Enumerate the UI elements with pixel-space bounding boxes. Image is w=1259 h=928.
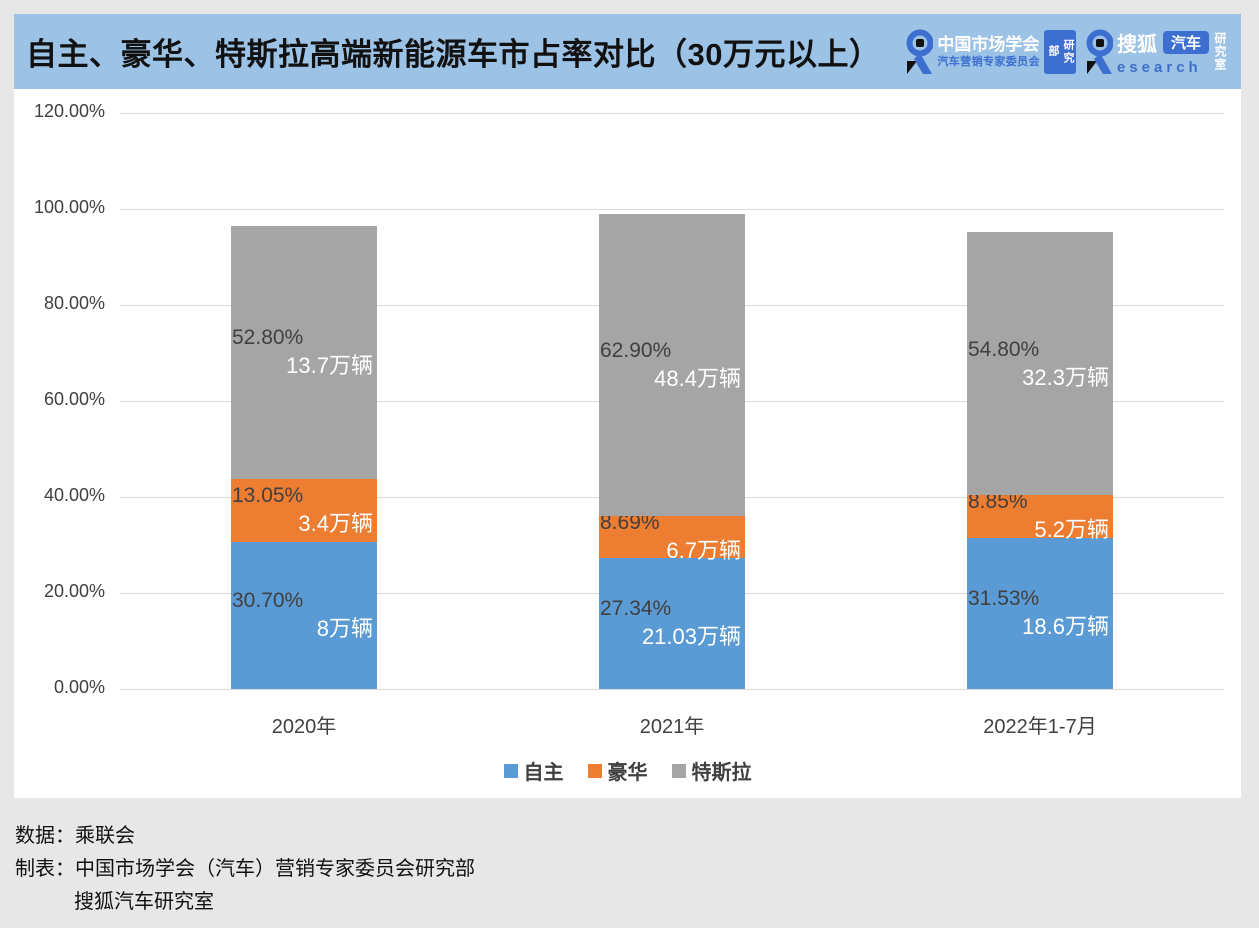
cmas-r-icon (906, 29, 934, 74)
sohu-auto-badge: 汽车 (1162, 30, 1209, 54)
bar-segment-豪华: 8.69% 6.7万辆 (599, 511, 745, 563)
logo-group: 中国市场学会 汽车营销专家委员会 研究部 搜狐 汽车 esea (906, 28, 1227, 76)
sohu-research-text: esearch (1116, 58, 1202, 76)
title-bar: 自主、豪华、特斯拉高端新能源车市占率对比（30万元以上） 中国市场学会 汽车营销… (14, 14, 1241, 89)
segment-volume-label: 48.4万辆 (654, 366, 741, 392)
legend-item-特斯拉: 特斯拉 (671, 756, 752, 785)
segment-percent-label: 8.85% (968, 490, 1028, 514)
cmas-logo: 中国市场学会 汽车营销专家委员会 研究部 (906, 29, 1076, 75)
segment-percent-label: 52.80% (232, 326, 304, 350)
segment-labels: 30.70% 8万辆 (231, 587, 377, 643)
sohu-brand: 搜狐 (1116, 33, 1157, 56)
legend-swatch-icon (671, 763, 686, 778)
gridline (120, 113, 1224, 114)
sohu-logo-text: 搜狐 汽车 esearch (1117, 28, 1209, 76)
gridline (120, 209, 1224, 210)
segment-percent-label: 13.05% (232, 484, 304, 508)
legend-item-自主: 自主 (503, 756, 564, 785)
segment-labels: 8.85% 5.2万辆 (967, 488, 1113, 544)
segment-labels: 52.80% 13.7万辆 (231, 324, 377, 380)
chart-title: 自主、豪华、特斯拉高端新能源车市占率对比（30万元以上） (26, 37, 881, 72)
bar-segment-自主: 27.34% 21.03万辆 (599, 557, 745, 689)
sohu-r-icon (1086, 29, 1113, 74)
cmas-research-badge: 研究部 (1043, 29, 1076, 74)
y-axis-tick-label: 60.00% (43, 389, 105, 409)
plot-area: 120.00% 100.00% 80.00% 60.00% 40.00% 20.00% 0.… (14, 89, 1241, 798)
segment-volume-label: 32.3万辆 (1022, 364, 1109, 390)
bar-segment-自主: 30.70% 8万辆 (231, 541, 377, 689)
y-axis-tick-label: 100.00% (33, 197, 105, 217)
sohu-lab-vertical-text: 研究室 (1213, 32, 1227, 71)
legend-label: 自主 (523, 762, 564, 784)
segment-percent-label: 54.80% (968, 337, 1040, 361)
y-axis-tick-label: 40.00% (43, 485, 105, 505)
segment-labels: 62.90% 48.4万辆 (599, 337, 745, 393)
bar-segment-特斯拉: 54.80% 32.3万辆 (967, 232, 1113, 496)
segment-labels: 31.53% 18.6万辆 (967, 585, 1113, 641)
cmas-name: 中国市场学会 (937, 35, 1040, 54)
segment-volume-label: 6.7万辆 (666, 537, 741, 563)
data-source-line: 数据：乘联会 (15, 825, 135, 847)
segment-volume-label: 8万辆 (316, 616, 373, 642)
segment-volume-label: 21.03万辆 (641, 624, 741, 650)
segment-volume-label: 13.7万辆 (286, 353, 373, 379)
bar-segment-豪华: 13.05% 3.4万辆 (231, 479, 377, 542)
sohu-auto-logo: 搜狐 汽车 esearch 研究室 (1086, 28, 1227, 76)
segment-volume-label: 18.6万辆 (1022, 614, 1109, 640)
segment-labels: 13.05% 3.4万辆 (231, 482, 377, 538)
gridline (120, 689, 1224, 690)
maker-line: 制表：中国市场学会（汽车）营销专家委员会研究部 (15, 858, 475, 880)
segment-labels: 27.34% 21.03万辆 (599, 595, 745, 651)
legend-label: 豪华 (607, 762, 648, 784)
segment-percent-label: 31.53% (968, 587, 1040, 611)
segment-volume-label: 5.2万辆 (1034, 517, 1109, 543)
y-axis-tick-label: 80.00% (43, 293, 105, 313)
segment-percent-label: 27.34% (600, 597, 672, 621)
cmas-logo-text: 中国市场学会 汽车营销专家委员会 (937, 34, 1040, 69)
x-axis-category-label: 2020年 (271, 716, 337, 738)
footer: 数据：乘联会 制表：中国市场学会（汽车）营销专家委员会研究部 搜狐汽车研究室 (15, 820, 1215, 919)
cmas-subtitle: 汽车营销专家委员会 (937, 56, 1040, 68)
segment-labels: 54.80% 32.3万辆 (967, 336, 1113, 392)
bar-segment-自主: 31.53% 18.6万辆 (967, 537, 1113, 689)
segment-labels: 8.69% 6.7万辆 (599, 509, 745, 565)
y-axis-tick-label: 20.00% (43, 581, 105, 601)
legend-swatch-icon (587, 763, 602, 778)
y-axis-tick-label: 0.00% (53, 677, 105, 697)
chart-panel: 自主、豪华、特斯拉高端新能源车市占率对比（30万元以上） 中国市场学会 汽车营销… (14, 14, 1241, 798)
legend-item-豪华: 豪华 (587, 756, 648, 785)
segment-volume-label: 3.4万辆 (298, 511, 373, 537)
bar-segment-特斯拉: 62.90% 48.4万辆 (599, 214, 745, 517)
maker-line-2: 搜狐汽车研究室 (74, 891, 214, 913)
legend-label: 特斯拉 (691, 762, 752, 784)
legend: 自主 豪华 特斯拉 (14, 756, 1241, 785)
x-axis-category-label: 2022年1-7月 (983, 716, 1097, 738)
segment-percent-label: 8.69% (600, 510, 660, 534)
segment-percent-label: 62.90% (600, 339, 672, 363)
x-axis-category-label: 2021年 (639, 716, 705, 738)
y-axis-tick-label: 120.00% (33, 101, 105, 121)
segment-percent-label: 30.70% (232, 589, 304, 613)
legend-swatch-icon (503, 763, 518, 778)
bar-segment-特斯拉: 52.80% 13.7万辆 (231, 225, 377, 479)
bar-segment-豪华: 8.85% 5.2万辆 (967, 490, 1113, 542)
